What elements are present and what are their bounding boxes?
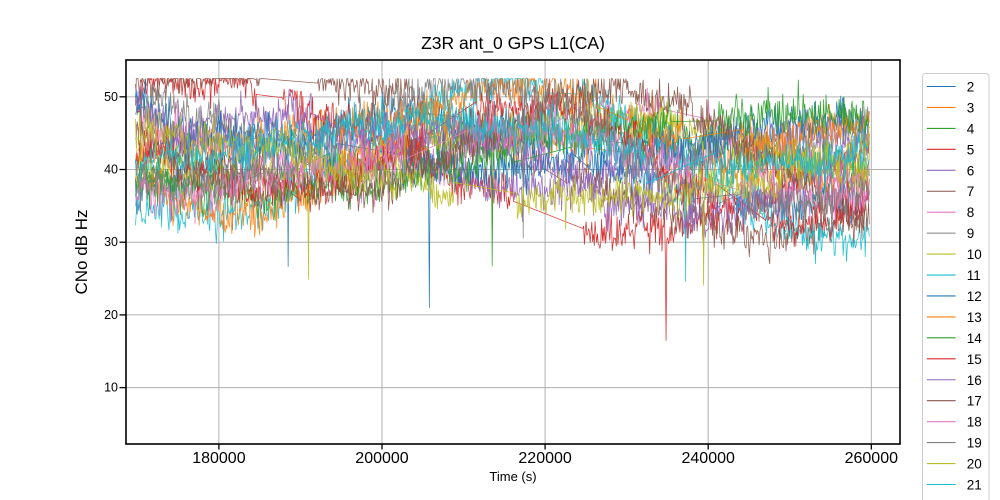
svg-text:18: 18 <box>967 415 982 430</box>
svg-text:10: 10 <box>967 247 982 262</box>
svg-text:Z3R ant_0 GPS L1(CA): Z3R ant_0 GPS L1(CA) <box>421 33 605 54</box>
svg-text:260000: 260000 <box>845 450 898 467</box>
svg-text:20: 20 <box>104 308 118 322</box>
svg-text:40: 40 <box>104 163 118 177</box>
svg-text:240000: 240000 <box>682 450 735 467</box>
svg-text:200000: 200000 <box>355 450 408 467</box>
svg-text:17: 17 <box>967 394 982 409</box>
svg-text:CNo dB Hz: CNo dB Hz <box>72 209 91 294</box>
svg-text:2: 2 <box>967 80 975 95</box>
svg-text:10: 10 <box>104 381 118 395</box>
svg-text:7: 7 <box>967 184 975 199</box>
svg-text:19: 19 <box>967 436 982 451</box>
svg-text:220000: 220000 <box>518 450 571 467</box>
svg-text:11: 11 <box>967 268 981 283</box>
svg-text:8: 8 <box>967 205 975 220</box>
svg-text:5: 5 <box>967 142 975 157</box>
svg-text:6: 6 <box>967 163 975 178</box>
svg-text:Time (s): Time (s) <box>489 469 536 484</box>
svg-text:4: 4 <box>967 121 975 136</box>
svg-text:50: 50 <box>104 90 118 104</box>
svg-text:180000: 180000 <box>192 450 245 467</box>
svg-text:30: 30 <box>104 235 118 249</box>
svg-text:3: 3 <box>967 100 975 115</box>
svg-text:12: 12 <box>967 289 982 304</box>
svg-text:16: 16 <box>967 373 982 388</box>
svg-text:21: 21 <box>967 477 982 492</box>
svg-text:9: 9 <box>967 226 975 241</box>
svg-text:13: 13 <box>967 310 982 325</box>
svg-text:15: 15 <box>967 352 982 367</box>
svg-text:20: 20 <box>967 457 982 472</box>
svg-text:14: 14 <box>967 331 983 346</box>
